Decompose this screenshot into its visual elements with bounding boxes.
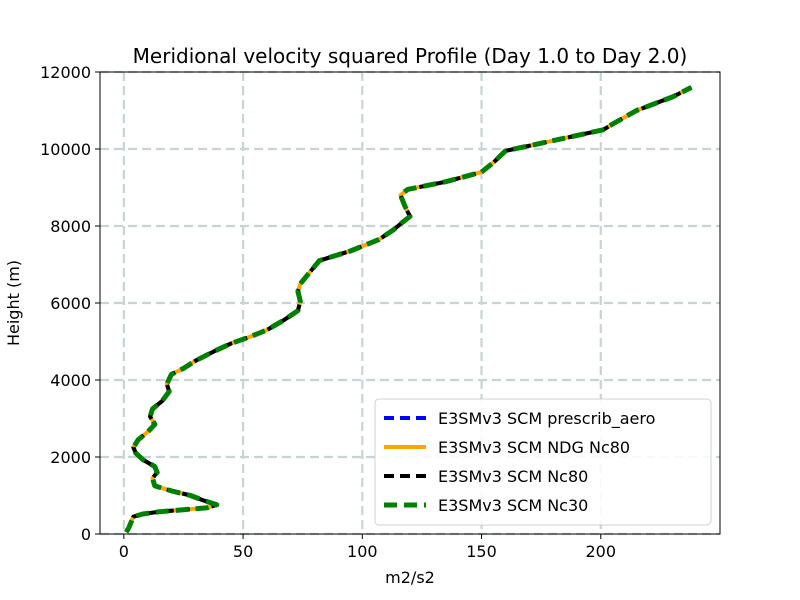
series-layer	[124, 85, 693, 534]
x-tick-label: 0	[119, 542, 129, 561]
series-line	[124, 85, 693, 534]
y-tick-label: 10000	[40, 140, 91, 159]
x-tick-label: 50	[233, 542, 253, 561]
chart-title: Meridional velocity squared Profile (Day…	[133, 44, 688, 68]
legend-label: E3SMv3 SCM Nc80	[438, 467, 588, 486]
x-tick-label: 200	[585, 542, 616, 561]
plot-frame	[99, 71, 721, 535]
legend-label: E3SMv3 SCM NDG Nc80	[438, 438, 630, 457]
y-tick-label: 4000	[50, 371, 91, 390]
y-tick-label: 2000	[50, 448, 91, 467]
x-tick-label: 150	[466, 542, 497, 561]
y-tick-label: 12000	[40, 63, 91, 82]
legend-box	[374, 398, 712, 526]
x-axis-label: m2/s2	[385, 568, 435, 587]
legend: E3SMv3 SCM prescrib_aero E3SMv3 SCM NDG N…	[374, 398, 712, 526]
y-tick-label: 0	[81, 525, 91, 544]
x-tick-label: 100	[347, 542, 378, 561]
legend-label: E3SMv3 SCM Nc30	[438, 496, 588, 515]
y-axis-label: Height (m)	[4, 260, 23, 346]
y-tick-label: 6000	[50, 294, 91, 313]
legend-label: E3SMv3 SCM prescrib_aero	[438, 409, 655, 429]
y-tick-label: 8000	[50, 217, 91, 236]
